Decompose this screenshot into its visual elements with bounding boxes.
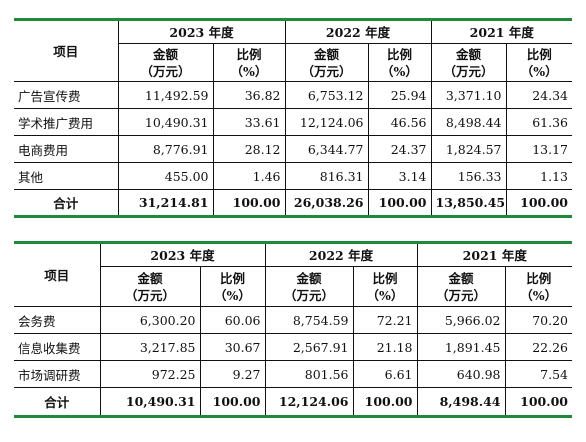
academic-promotion-table: 项目 2023 年度 2022 年度 2021 年度 金额 （万元） 比例 （%） … (14, 241, 572, 418)
header-item: 项目 (14, 241, 101, 307)
cell: 3,217.85 (100, 333, 201, 361)
cell: 640.98 (417, 360, 506, 388)
cell: 8,498.44 (417, 387, 506, 418)
cell: 5,966.02 (417, 306, 506, 334)
row-label: 信息收集费 (14, 333, 101, 361)
cell: 3,371.10 (431, 81, 507, 109)
table-row: 其他 455.00 1.46 816.31 3.14 156.33 1.13 (14, 162, 572, 190)
cell: 10,490.31 (100, 387, 201, 418)
cell: 22.26 (505, 333, 572, 361)
header-year-2021: 2021 年度 (417, 241, 572, 267)
cell: 30.67 (200, 333, 266, 361)
header-amount: 金额 （万元） (417, 266, 506, 307)
cell: 9.27 (200, 360, 266, 388)
cell: 8,776.91 (118, 135, 214, 163)
header-year-2022: 2022 年度 (265, 241, 418, 267)
cell: 7.54 (505, 360, 572, 388)
cell: 100.00 (505, 387, 572, 418)
cell: 33.61 (213, 108, 286, 136)
row-label: 广告宣传费 (14, 81, 119, 109)
cell: 6,300.20 (100, 306, 201, 334)
cell: 31,214.81 (118, 189, 214, 218)
cell: 13,850.45 (431, 189, 507, 218)
cell: 816.31 (285, 162, 369, 190)
cell: 6,753.12 (285, 81, 369, 109)
cell: 61.36 (506, 108, 572, 136)
table-row: 电商费用 8,776.91 28.12 6,344.77 24.37 1,824… (14, 135, 572, 163)
cell: 1,824.57 (431, 135, 507, 163)
header-year-2021: 2021 年度 (431, 18, 572, 44)
header-ratio: 比例 （%） (506, 43, 572, 82)
cell: 156.33 (431, 162, 507, 190)
table-row: 学术推广费用 10,490.31 33.61 12,124.06 46.56 8… (14, 108, 572, 136)
cell: 21.18 (353, 333, 418, 361)
cell: 12,124.06 (285, 108, 369, 136)
cell: 60.06 (200, 306, 266, 334)
table-row: 市场调研费 972.25 9.27 801.56 6.61 640.98 7.5… (14, 360, 572, 388)
row-label: 合计 (14, 387, 101, 418)
cell: 72.21 (353, 306, 418, 334)
cell: 26,038.26 (285, 189, 369, 218)
cell: 972.25 (100, 360, 201, 388)
cell: 100.00 (506, 189, 572, 218)
cell: 1.13 (506, 162, 572, 190)
cell: 100.00 (368, 189, 432, 218)
header-amount: 金额 （万元） (118, 43, 214, 82)
row-label: 市场调研费 (14, 360, 101, 388)
cell: 11,492.59 (118, 81, 214, 109)
cell: 100.00 (200, 387, 266, 418)
row-label: 其他 (14, 162, 119, 190)
table-row: 会务费 6,300.20 60.06 8,754.59 72.21 5,966.… (14, 306, 572, 334)
cell: 100.00 (213, 189, 286, 218)
header-ratio: 比例 （%） (213, 43, 286, 82)
header-item: 项目 (14, 18, 119, 82)
cell: 36.82 (213, 81, 286, 109)
row-label: 合计 (14, 189, 119, 218)
cell: 28.12 (213, 135, 286, 163)
header-ratio: 比例 （%） (368, 43, 432, 82)
sales-expense-table: 项目 2023 年度 2022 年度 2021 年度 金额 （万元） 比例 （%） … (14, 18, 572, 218)
header-ratio: 比例 （%） (353, 266, 418, 307)
header-ratio: 比例 （%） (200, 266, 266, 307)
table-row: 广告宣传费 11,492.59 36.82 6,753.12 25.94 3,3… (14, 81, 572, 109)
header-ratio: 比例 （%） (505, 266, 572, 307)
cell: 1.46 (213, 162, 286, 190)
cell: 12,124.06 (265, 387, 354, 418)
header-amount: 金额 （万元） (100, 266, 201, 307)
cell: 100.00 (353, 387, 418, 418)
cell: 8,498.44 (431, 108, 507, 136)
cell: 1,891.45 (417, 333, 506, 361)
header-amount: 金额 （万元） (431, 43, 507, 82)
row-label: 会务费 (14, 306, 101, 334)
cell: 6.61 (353, 360, 418, 388)
cell: 46.56 (368, 108, 432, 136)
cell: 2,567.91 (265, 333, 354, 361)
row-label: 电商费用 (14, 135, 119, 163)
header-amount: 金额 （万元） (285, 43, 369, 82)
cell: 6,344.77 (285, 135, 369, 163)
row-label: 学术推广费用 (14, 108, 119, 136)
cell: 24.34 (506, 81, 572, 109)
cell: 25.94 (368, 81, 432, 109)
header-year-2023: 2023 年度 (100, 241, 266, 267)
total-row: 合计 10,490.31 100.00 12,124.06 100.00 8,4… (14, 387, 572, 418)
total-row: 合计 31,214.81 100.00 26,038.26 100.00 13,… (14, 189, 572, 218)
cell: 801.56 (265, 360, 354, 388)
cell: 10,490.31 (118, 108, 214, 136)
cell: 3.14 (368, 162, 432, 190)
cell: 8,754.59 (265, 306, 354, 334)
header-year-2023: 2023 年度 (118, 18, 286, 44)
cell: 24.37 (368, 135, 432, 163)
cell: 13.17 (506, 135, 572, 163)
cell: 455.00 (118, 162, 214, 190)
header-year-2022: 2022 年度 (285, 18, 432, 44)
header-amount: 金额 （万元） (265, 266, 354, 307)
cell: 70.20 (505, 306, 572, 334)
table-row: 信息收集费 3,217.85 30.67 2,567.91 21.18 1,89… (14, 333, 572, 361)
